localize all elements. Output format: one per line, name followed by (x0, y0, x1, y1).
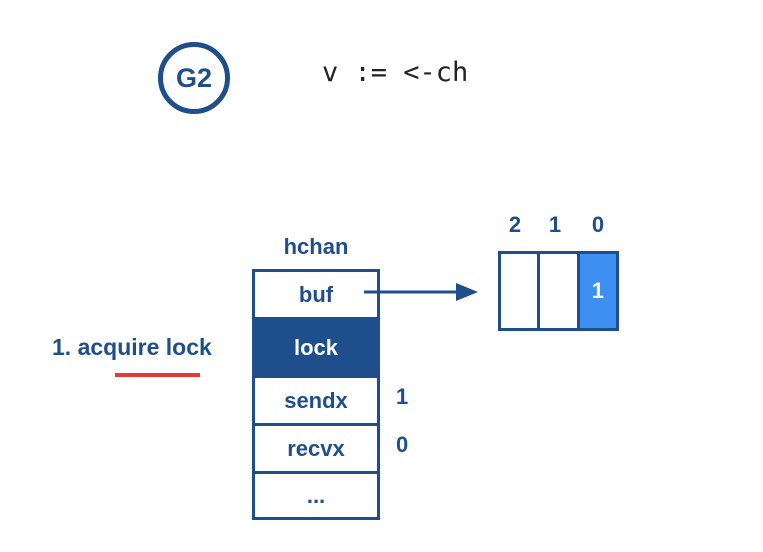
field-rest: ... (255, 471, 377, 517)
hchan-struct: buf lock sendx recvx ... (252, 269, 380, 520)
buffer-index-0: 0 (591, 212, 605, 237)
step-label: 1. acquire lock (52, 334, 212, 360)
field-sendx: sendx (255, 375, 377, 423)
step-underline (115, 373, 200, 377)
field-sendx-label: sendx (284, 387, 348, 413)
field-buf: buf (255, 272, 377, 317)
field-rest-label: ... (306, 482, 326, 508)
goroutine-badge: G2 (158, 42, 230, 114)
field-recvx: recvx (255, 423, 377, 471)
buffer-slot-2 (501, 254, 537, 328)
field-lock-label: lock (293, 334, 339, 360)
buffer-index-2: 2 (508, 212, 522, 237)
hchan-title: hchan (283, 234, 349, 259)
sendx-value: 1 (396, 384, 409, 409)
channel-buffer: 1 (498, 251, 619, 331)
recvx-value: 0 (396, 432, 409, 457)
goroutine-label: G2 (175, 62, 213, 93)
field-buf-label: buf (298, 281, 334, 307)
code-statement: v := <-ch (322, 57, 469, 88)
field-recvx-label: recvx (287, 435, 345, 461)
buffer-index-1: 1 (548, 212, 562, 237)
buffer-slot-0: 1 (576, 254, 616, 328)
buffer-slot-1 (537, 254, 576, 328)
field-lock: lock (255, 317, 377, 375)
